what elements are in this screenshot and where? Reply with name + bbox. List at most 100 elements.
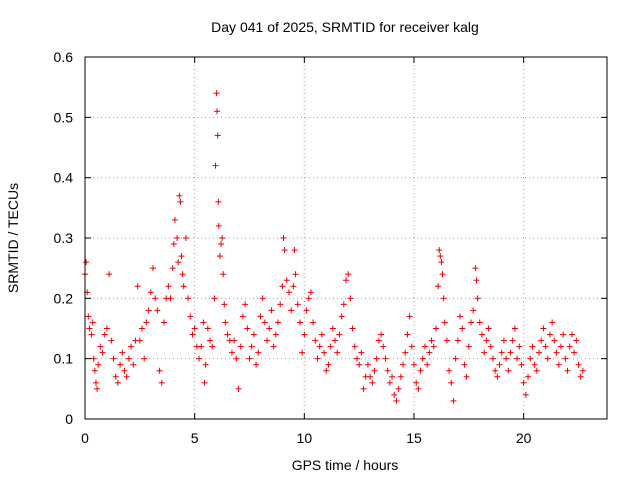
data-point xyxy=(340,301,347,308)
data-point xyxy=(305,295,312,302)
data-point xyxy=(259,295,266,302)
data-point xyxy=(441,319,448,326)
data-point xyxy=(211,295,218,302)
data-point xyxy=(299,349,306,356)
data-point xyxy=(560,331,567,338)
data-point xyxy=(562,355,569,362)
data-point xyxy=(478,331,485,338)
data-point xyxy=(283,277,290,284)
data-point xyxy=(520,379,527,386)
data-point xyxy=(136,337,143,344)
data-point xyxy=(531,361,538,368)
data-point xyxy=(415,385,422,392)
plot-frame xyxy=(84,56,608,420)
data-point xyxy=(323,367,330,374)
data-point xyxy=(270,343,277,350)
data-point xyxy=(544,355,551,362)
data-point xyxy=(108,337,115,344)
data-point xyxy=(454,337,461,344)
y-tick-label: 0.4 xyxy=(54,170,74,186)
data-point xyxy=(134,283,141,290)
data-point xyxy=(242,301,249,308)
data-points xyxy=(82,90,586,404)
data-point xyxy=(579,367,586,374)
data-point xyxy=(99,349,106,356)
data-point xyxy=(296,319,303,326)
data-point xyxy=(494,373,501,380)
data-point xyxy=(503,355,510,362)
data-point xyxy=(119,349,126,356)
data-point xyxy=(201,379,208,386)
data-point xyxy=(472,265,479,272)
data-point xyxy=(121,367,128,374)
data-point xyxy=(353,355,360,362)
data-point xyxy=(214,132,221,139)
data-point xyxy=(290,283,297,290)
data-point xyxy=(417,367,424,374)
data-point xyxy=(244,325,251,332)
data-point xyxy=(450,397,457,404)
data-point xyxy=(318,331,325,338)
data-point xyxy=(250,331,257,338)
data-point xyxy=(459,325,466,332)
data-point xyxy=(143,319,150,326)
data-point xyxy=(527,355,534,362)
data-point xyxy=(114,379,121,386)
data-point xyxy=(97,343,104,350)
data-point xyxy=(380,343,387,350)
y-tick-label: 0.2 xyxy=(54,290,74,306)
data-point xyxy=(88,331,95,338)
data-point xyxy=(141,355,148,362)
data-point xyxy=(316,343,323,350)
data-point xyxy=(575,361,582,368)
data-point xyxy=(536,349,543,356)
data-point xyxy=(522,391,529,398)
data-point xyxy=(213,90,220,97)
data-point xyxy=(549,319,556,326)
data-point xyxy=(237,343,244,350)
data-point xyxy=(443,337,450,344)
data-point xyxy=(338,313,345,320)
y-tick-label: 0.3 xyxy=(54,230,74,246)
data-point xyxy=(239,313,246,320)
data-point xyxy=(568,331,575,338)
x-tick-label: 20 xyxy=(516,430,532,446)
data-point xyxy=(481,349,488,356)
data-point xyxy=(386,379,393,386)
grid-lines xyxy=(85,57,607,419)
data-point xyxy=(557,343,564,350)
x-tick-label: 15 xyxy=(406,430,422,446)
data-point xyxy=(175,259,182,266)
data-point xyxy=(428,337,435,344)
data-point xyxy=(389,373,396,380)
data-point xyxy=(288,307,295,314)
data-point xyxy=(351,343,358,350)
data-point xyxy=(179,271,186,278)
data-point xyxy=(253,361,260,368)
data-point xyxy=(106,271,113,278)
data-point xyxy=(334,349,341,356)
data-point xyxy=(349,325,356,332)
data-point xyxy=(246,355,253,362)
data-point xyxy=(112,373,119,380)
data-point xyxy=(446,367,453,374)
data-point xyxy=(170,241,177,248)
data-point xyxy=(391,391,398,398)
data-point xyxy=(492,367,499,374)
data-point xyxy=(542,343,549,350)
data-point xyxy=(375,337,382,344)
data-point xyxy=(174,235,181,241)
x-tick-label: 5 xyxy=(191,430,199,446)
data-point xyxy=(294,301,301,308)
data-point xyxy=(209,343,216,350)
data-point xyxy=(291,247,298,254)
data-point xyxy=(448,379,455,386)
data-point xyxy=(551,337,558,344)
data-point xyxy=(336,331,343,338)
data-point xyxy=(483,337,490,344)
data-point xyxy=(555,361,562,368)
data-point xyxy=(573,337,580,344)
data-point xyxy=(191,325,198,332)
data-point xyxy=(367,373,374,380)
